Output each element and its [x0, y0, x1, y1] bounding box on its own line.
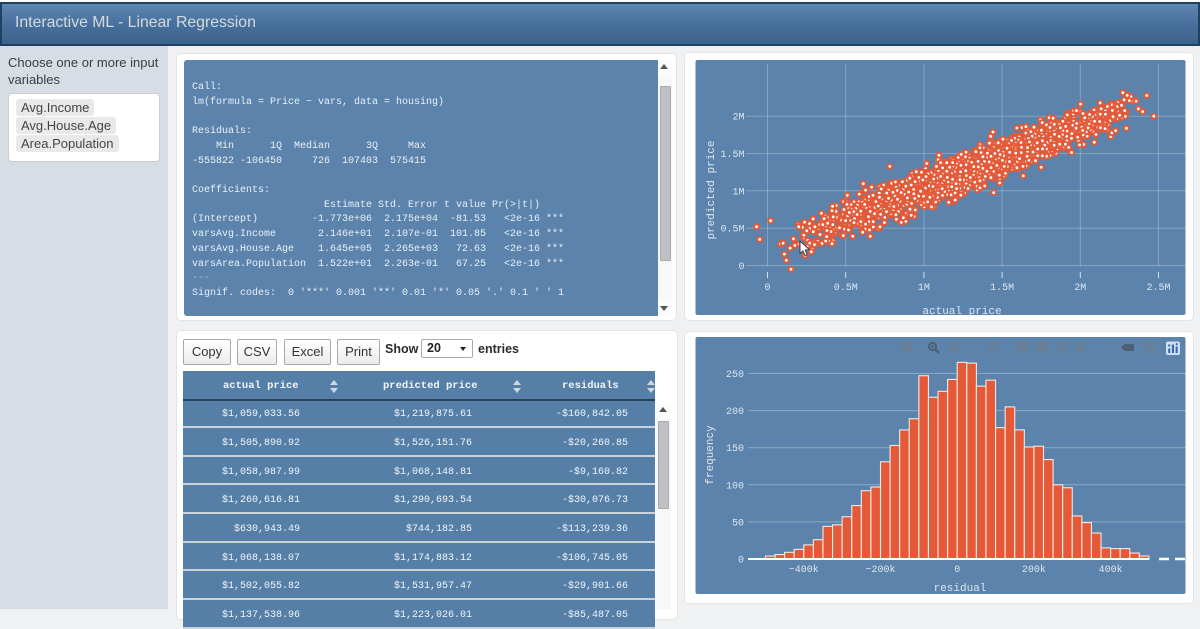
svg-text:400k: 400k — [1099, 564, 1123, 576]
svg-text:0.5M: 0.5M — [834, 283, 858, 294]
svg-text:200: 200 — [726, 407, 744, 418]
svg-text:250: 250 — [726, 370, 744, 381]
svg-text:0.5M: 0.5M — [720, 225, 744, 236]
svg-text:frequency: frequency — [705, 425, 717, 485]
svg-text:1M: 1M — [732, 187, 744, 198]
svg-text:−400k: −400k — [789, 564, 819, 576]
svg-text:1.5M: 1.5M — [720, 150, 744, 161]
svg-text:0: 0 — [738, 556, 744, 567]
svg-text:predicted price: predicted price — [706, 140, 718, 239]
svg-text:0: 0 — [738, 262, 744, 273]
svg-text:actual price: actual price — [922, 306, 1001, 318]
svg-text:150: 150 — [726, 444, 744, 455]
svg-text:1M: 1M — [918, 283, 930, 294]
svg-text:1.5M: 1.5M — [990, 283, 1014, 294]
svg-text:2.5M: 2.5M — [1146, 283, 1170, 294]
svg-text:−200k: −200k — [865, 564, 895, 576]
svg-text:0: 0 — [954, 565, 960, 576]
svg-text:residual: residual — [934, 583, 987, 595]
svg-text:2M: 2M — [1074, 283, 1086, 294]
svg-text:100: 100 — [726, 481, 744, 492]
svg-text:200k: 200k — [1022, 564, 1046, 576]
svg-text:2M: 2M — [732, 113, 744, 124]
svg-text:50: 50 — [732, 518, 744, 529]
svg-text:0: 0 — [764, 283, 770, 294]
